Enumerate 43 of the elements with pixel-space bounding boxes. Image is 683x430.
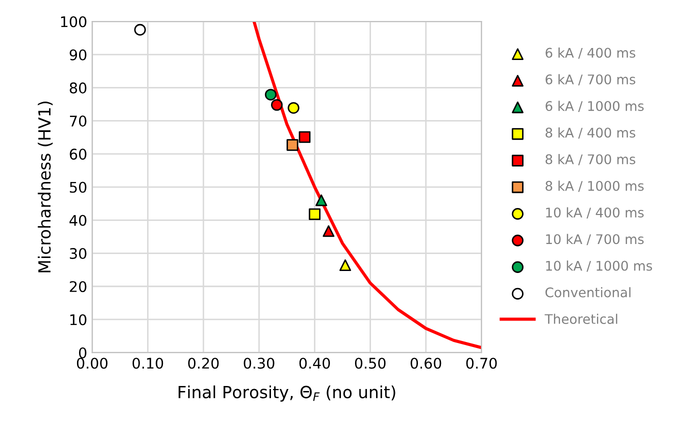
y-axis-title: Microhardness (HV1) (38, 102, 53, 272)
x-tick-label: 0.40 (299, 358, 330, 369)
legend-label: 10 kA / 700 ms (546, 234, 644, 246)
x-tick-label: 0.60 (410, 358, 442, 369)
point (288, 102, 300, 114)
legend-label: 8 kA / 400 ms (546, 127, 636, 139)
point (264, 88, 277, 101)
y-tick-label: 30 (70, 248, 86, 260)
y-tick-label: 10 (70, 314, 86, 326)
y-tick-label: 100 (61, 16, 86, 28)
x-axis-title: Final Porosity, Θ$_{F}$ (no unit) (178, 385, 396, 402)
point (339, 259, 352, 272)
x-tick-label: 0.70 (466, 358, 497, 369)
x-tick-label: 0.10 (132, 358, 164, 369)
point (322, 225, 334, 237)
legend-label: 6 kA / 400 ms (546, 48, 636, 59)
legend-label: Conventional (545, 287, 630, 298)
legend-label: 10 kA / 400 ms (546, 207, 644, 219)
x-tick-label: 0.20 (188, 358, 219, 369)
point (298, 131, 310, 143)
y-tick-label: 0 (79, 347, 86, 358)
x-tick-label: 0.50 (355, 358, 386, 369)
point (315, 194, 328, 206)
point (134, 24, 146, 36)
legend-label: 10 kA / 1000 ms (546, 260, 652, 272)
y-tick-label: 60 (70, 148, 86, 160)
line-series (252, 22, 482, 350)
legend-label: 8 kA / 1000 ms (546, 180, 644, 192)
x-tick-label: 0.30 (244, 358, 274, 369)
x-tick-label: 0.00 (76, 358, 108, 369)
y-tick-label: 50 (70, 182, 86, 193)
y-tick-label: 40 (70, 214, 86, 226)
y-tick-label: 90 (70, 49, 86, 60)
legend-label: Theoretical (544, 314, 618, 324)
point (308, 208, 321, 220)
point (271, 99, 283, 111)
y-tick-label: 80 (70, 82, 86, 94)
point (286, 139, 298, 151)
legend-label: 6 kA / 1000 ms (546, 100, 644, 112)
legend-label: 6 kA / 700 ms (546, 74, 636, 86)
y-tick-label: 70 (70, 116, 86, 127)
legend-label: 8 kA / 700 ms (546, 154, 636, 166)
y-tick-label: 20 (70, 281, 86, 292)
